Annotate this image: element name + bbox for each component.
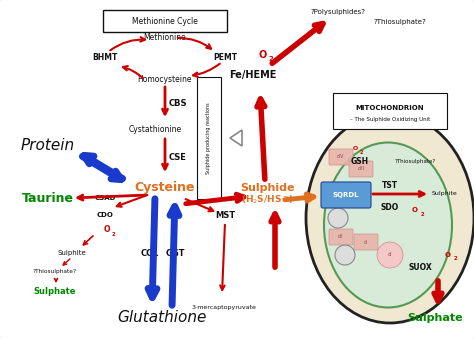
- FancyBboxPatch shape: [197, 77, 221, 199]
- Ellipse shape: [306, 113, 474, 323]
- Text: Sulphite: Sulphite: [58, 250, 86, 256]
- Text: ?Thiosulphate?: ?Thiosulphate?: [394, 160, 436, 164]
- Text: GGT: GGT: [165, 248, 185, 258]
- Text: Sulphate: Sulphate: [407, 313, 463, 323]
- FancyBboxPatch shape: [333, 93, 447, 129]
- Circle shape: [328, 208, 348, 228]
- Text: O: O: [259, 50, 267, 60]
- Circle shape: [377, 242, 403, 268]
- FancyBboxPatch shape: [349, 161, 373, 177]
- Text: Protein: Protein: [21, 138, 75, 153]
- Text: CGL: CGL: [141, 248, 159, 258]
- Text: 2: 2: [359, 149, 363, 155]
- Text: ?Thiosulphate?: ?Thiosulphate?: [33, 270, 77, 275]
- Text: ?Thiosulphate?: ?Thiosulphate?: [374, 19, 427, 25]
- Text: cIV: cIV: [337, 155, 345, 160]
- Text: 3-mercaptopyruvate: 3-mercaptopyruvate: [191, 305, 256, 311]
- Text: CSAD: CSAD: [94, 195, 116, 201]
- Text: Taurine: Taurine: [22, 192, 74, 204]
- Text: SQRDL: SQRDL: [333, 192, 359, 198]
- Text: MITOCHONDRION: MITOCHONDRION: [356, 105, 424, 111]
- Text: CBS: CBS: [169, 100, 187, 108]
- Text: Methionine: Methionine: [144, 34, 186, 42]
- Text: MST: MST: [215, 211, 235, 219]
- Text: SDO: SDO: [381, 203, 399, 213]
- Polygon shape: [230, 130, 242, 146]
- Text: Cysteine: Cysteine: [135, 181, 195, 195]
- Text: SUOX: SUOX: [408, 263, 432, 273]
- Text: O: O: [352, 145, 357, 151]
- Text: Sulphide producing reactions: Sulphide producing reactions: [207, 102, 211, 174]
- Text: cI: cI: [364, 239, 368, 244]
- Text: GSH: GSH: [351, 158, 369, 166]
- Text: PEMT: PEMT: [213, 54, 237, 62]
- Ellipse shape: [324, 142, 452, 307]
- Text: ?Polysulphides?: ?Polysulphides?: [310, 9, 365, 15]
- Text: cIII: cIII: [357, 166, 365, 172]
- Text: CSE: CSE: [169, 154, 187, 162]
- Text: Sulphate: Sulphate: [34, 286, 76, 296]
- Circle shape: [335, 245, 355, 265]
- FancyBboxPatch shape: [329, 149, 353, 165]
- Text: 2: 2: [420, 212, 424, 217]
- FancyBboxPatch shape: [329, 229, 353, 245]
- FancyBboxPatch shape: [354, 234, 378, 250]
- Text: 2: 2: [112, 232, 116, 237]
- FancyBboxPatch shape: [103, 10, 227, 32]
- Text: O: O: [445, 252, 451, 258]
- Text: Homocysteine: Homocysteine: [138, 76, 192, 84]
- Text: O: O: [104, 225, 110, 235]
- Text: TST: TST: [382, 181, 398, 191]
- Text: 2: 2: [453, 257, 457, 261]
- Text: Cystathionine: Cystathionine: [128, 125, 182, 135]
- Text: 2: 2: [269, 56, 273, 62]
- Text: CDO: CDO: [97, 212, 113, 218]
- FancyBboxPatch shape: [321, 182, 371, 208]
- Text: cl: cl: [388, 253, 392, 258]
- Text: Sulphide: Sulphide: [241, 183, 295, 193]
- Text: (H$_2$S/HS$^-$): (H$_2$S/HS$^-$): [241, 194, 295, 206]
- Text: BHMT: BHMT: [92, 54, 118, 62]
- Text: – The Sulphide Oxidizing Unit: – The Sulphide Oxidizing Unit: [350, 118, 430, 122]
- Text: Fe/HEME: Fe/HEME: [229, 70, 277, 80]
- Text: O: O: [412, 207, 418, 213]
- Text: Methionine Cycle: Methionine Cycle: [132, 18, 198, 26]
- Text: Sulphite: Sulphite: [432, 192, 458, 197]
- Text: Glutathione: Glutathione: [117, 311, 207, 325]
- Text: cII: cII: [338, 235, 344, 239]
